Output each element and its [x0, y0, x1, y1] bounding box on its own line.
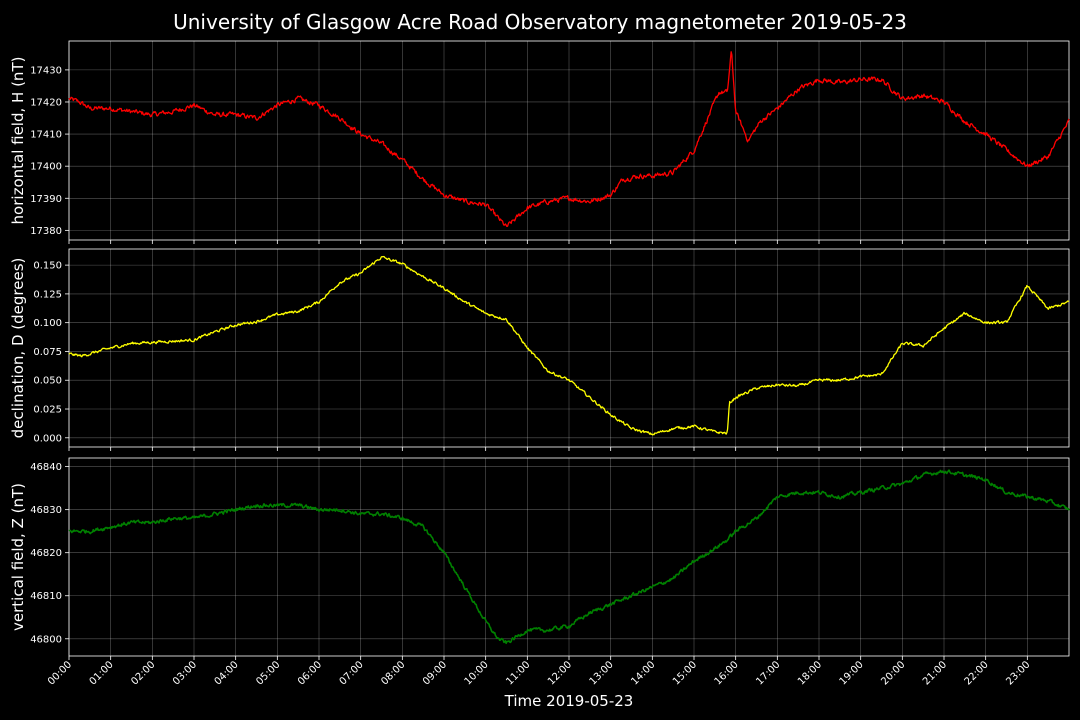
- z-field-y-tick-label: 46800: [30, 634, 62, 645]
- declination-y-tick-label: 0.125: [33, 289, 62, 300]
- chart-title: University of Glasgow Acre Road Observat…: [173, 10, 907, 34]
- declination-y-tick-label: 0.025: [33, 405, 62, 416]
- h-field-y-tick-label: 17410: [30, 130, 62, 141]
- declination-panel: 0.000 0.025 0.050 0.075 0.100 0.125 0.150 decli…: [9, 248, 1070, 451]
- z-field-y-axis-label: vertical field, Z (nT): [9, 483, 27, 631]
- declination-y-axis-label: declination, D (degrees): [9, 258, 27, 439]
- z-field-axes-frame: [68, 457, 1070, 657]
- declination-series-line: [68, 255, 1070, 436]
- z-field-y-tick-label: 46820: [30, 548, 62, 559]
- h-field-y-tick-label: 17430: [30, 65, 62, 76]
- h-field-y-tick-label: 17390: [30, 194, 62, 205]
- z-field-series-line: [68, 469, 1070, 645]
- h-field-series-line: [68, 51, 1070, 228]
- declination-y-tick-label: 0.150: [33, 261, 62, 272]
- declination-y-tick-label: 0.075: [33, 347, 62, 358]
- h-field-axes-frame: [68, 40, 1070, 241]
- z-field-y-tick-label: 46810: [30, 591, 62, 602]
- declination-y-tick-label: 0.000: [33, 433, 62, 444]
- h-field-y-tick-label: 17400: [30, 162, 62, 173]
- h-field-y-tick-label: 17420: [30, 97, 62, 108]
- z-field-y-tick-label: 46830: [30, 505, 62, 516]
- declination-y-tick-label: 0.050: [33, 376, 62, 387]
- x-axis-label: Time 2019-05-23: [504, 692, 634, 710]
- declination-axes-frame: [68, 248, 1070, 448]
- declination-y-tick-label: 0.100: [33, 318, 62, 329]
- h-field-y-tick-label: 17380: [30, 226, 62, 237]
- h-field-y-axis-label: horizontal field, H (nT): [9, 57, 27, 225]
- z-field-y-tick-label: 46840: [30, 462, 62, 473]
- h-field-panel: 17380 17390 17400 17410 17420 17430horizontal…: [9, 40, 1070, 244]
